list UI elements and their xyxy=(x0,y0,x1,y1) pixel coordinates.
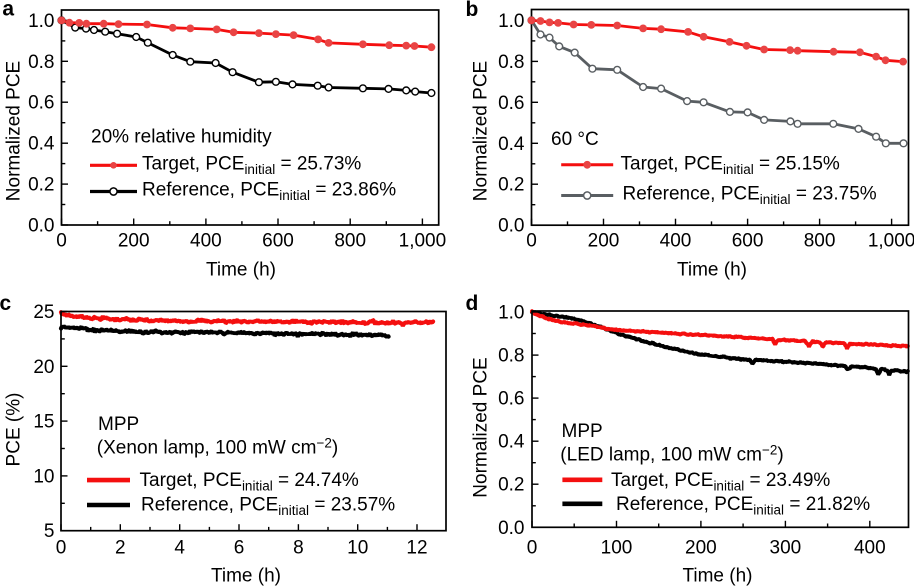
svg-text:0.0: 0.0 xyxy=(498,518,524,539)
svg-text:Time (h): Time (h) xyxy=(682,566,752,587)
svg-text:200: 200 xyxy=(118,231,150,252)
svg-text:200: 200 xyxy=(588,231,620,252)
svg-text:1,000: 1,000 xyxy=(868,231,914,252)
svg-text:Target, PCEinitial = 25.73%: Target, PCEinitial = 25.73% xyxy=(142,154,361,178)
svg-text:0: 0 xyxy=(56,538,67,559)
svg-text:d: d xyxy=(466,292,479,315)
svg-text:Reference, PCEinitial = 23.75%: Reference, PCEinitial = 23.75% xyxy=(623,184,877,208)
svg-text:MPP: MPP xyxy=(562,421,603,442)
svg-text:Reference, PCEinitial = 21.82%: Reference, PCEinitial = 21.82% xyxy=(616,494,870,517)
svg-text:Time (h): Time (h) xyxy=(206,259,276,280)
svg-text:12: 12 xyxy=(406,538,427,559)
svg-text:0.2: 0.2 xyxy=(28,175,54,196)
svg-text:300: 300 xyxy=(770,538,802,559)
svg-text:800: 800 xyxy=(804,231,836,252)
svg-text:6: 6 xyxy=(234,538,245,559)
svg-text:0: 0 xyxy=(527,538,538,559)
svg-text:Target, PCEinitial = 24.74%: Target, PCEinitial = 24.74% xyxy=(140,470,359,494)
svg-text:10: 10 xyxy=(347,538,368,559)
svg-text:Normalized PCE: Normalized PCE xyxy=(471,357,492,497)
svg-text:(LED lamp, 100 mW cm−2): (LED lamp, 100 mW cm−2) xyxy=(560,443,783,466)
svg-text:Normalized PCE: Normalized PCE xyxy=(4,61,25,201)
svg-text:a: a xyxy=(2,0,14,21)
svg-text:60 °C: 60 °C xyxy=(551,129,599,150)
svg-text:15: 15 xyxy=(33,412,54,433)
svg-text:0.0: 0.0 xyxy=(28,216,54,237)
svg-text:1.0: 1.0 xyxy=(28,11,54,32)
svg-text:Reference, PCEinitial = 23.57%: Reference, PCEinitial = 23.57% xyxy=(141,494,395,518)
svg-text:PCE (%): PCE (%) xyxy=(4,393,25,467)
svg-text:Time (h): Time (h) xyxy=(677,259,747,280)
svg-text:10: 10 xyxy=(33,466,54,487)
svg-text:0.0: 0.0 xyxy=(498,216,524,237)
svg-text:0.6: 0.6 xyxy=(28,93,54,114)
svg-text:1,000: 1,000 xyxy=(399,231,447,252)
svg-text:0.2: 0.2 xyxy=(498,175,524,196)
svg-text:8: 8 xyxy=(293,538,304,559)
svg-text:0.8: 0.8 xyxy=(498,52,524,73)
svg-text:(Xenon lamp, 100 mW cm−2): (Xenon lamp, 100 mW cm−2) xyxy=(97,435,338,458)
svg-text:600: 600 xyxy=(732,231,764,252)
svg-text:MPP: MPP xyxy=(98,414,139,435)
svg-text:20: 20 xyxy=(33,357,54,378)
svg-text:2: 2 xyxy=(115,538,126,559)
svg-text:b: b xyxy=(466,0,479,21)
svg-text:20% relative humidity: 20% relative humidity xyxy=(91,127,272,148)
svg-text:0: 0 xyxy=(56,231,67,252)
svg-text:200: 200 xyxy=(685,538,717,559)
svg-text:Target, PCEinitial = 23.49%: Target, PCEinitial = 23.49% xyxy=(611,470,830,494)
svg-text:c: c xyxy=(0,292,12,315)
svg-text:100: 100 xyxy=(601,538,633,559)
svg-text:1.0: 1.0 xyxy=(498,303,524,324)
svg-text:0.4: 0.4 xyxy=(28,134,55,155)
svg-text:0.6: 0.6 xyxy=(498,93,524,114)
svg-text:1.0: 1.0 xyxy=(498,11,524,32)
svg-text:400: 400 xyxy=(190,231,222,252)
svg-text:0.8: 0.8 xyxy=(498,346,524,367)
svg-text:400: 400 xyxy=(660,231,692,252)
svg-text:0.2: 0.2 xyxy=(498,475,524,496)
svg-text:800: 800 xyxy=(334,231,366,252)
svg-text:Normalized PCE: Normalized PCE xyxy=(471,61,492,201)
svg-text:600: 600 xyxy=(262,231,294,252)
svg-text:0.8: 0.8 xyxy=(28,52,54,73)
svg-text:4: 4 xyxy=(174,538,185,559)
svg-text:Reference, PCEinitial = 23.86%: Reference, PCEinitial = 23.86% xyxy=(142,180,396,204)
svg-text:400: 400 xyxy=(854,538,886,559)
svg-text:0: 0 xyxy=(526,231,537,252)
svg-text:0.4: 0.4 xyxy=(498,134,525,155)
svg-text:Time (h): Time (h) xyxy=(211,566,281,587)
svg-text:5: 5 xyxy=(44,521,55,542)
svg-text:0.6: 0.6 xyxy=(498,389,524,410)
svg-text:Target, PCEinitial = 25.15%: Target, PCEinitial = 25.15% xyxy=(621,153,840,177)
svg-text:0.4: 0.4 xyxy=(498,432,525,453)
svg-text:25: 25 xyxy=(33,302,54,323)
